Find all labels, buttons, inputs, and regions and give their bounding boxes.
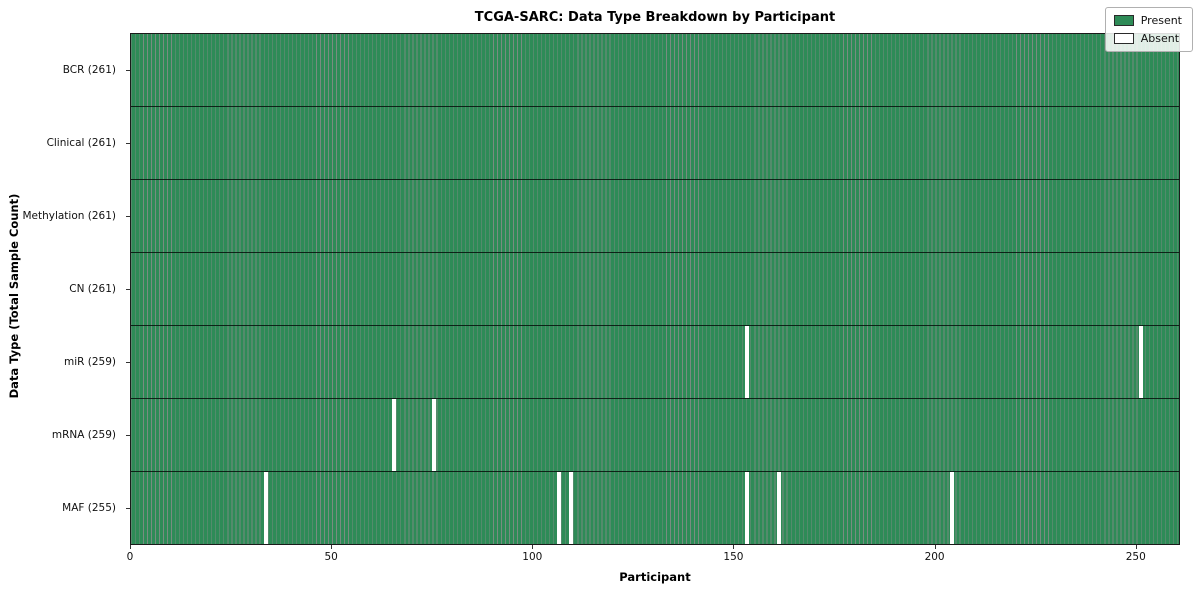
- absent-bar: [556, 472, 561, 544]
- legend-entry-present: Present: [1113, 14, 1182, 27]
- x-tick-mark: [1135, 545, 1137, 549]
- plot-area: [130, 33, 1180, 545]
- x-tick-mark: [130, 545, 131, 549]
- legend-label-absent: Absent: [1140, 32, 1180, 45]
- chart-title: TCGA-SARC: Data Type Breakdown by Partic…: [474, 10, 836, 25]
- absent-bar: [1138, 326, 1143, 398]
- absent-bar: [777, 472, 782, 544]
- absent-bar: [568, 472, 573, 544]
- x-tick-label: 250: [1125, 551, 1146, 563]
- absent-bar: [745, 472, 750, 544]
- heatmap-row-mrna: [131, 398, 1179, 471]
- heatmap-row-cn: [131, 252, 1179, 325]
- x-tick-mark: [934, 545, 936, 549]
- heatmap-row-methylation: [131, 179, 1179, 252]
- x-tick-mark: [532, 545, 534, 549]
- legend-entry-absent: Absent: [1113, 32, 1182, 45]
- x-tick-label: 100: [522, 551, 543, 563]
- y-tick-label: miR (259): [63, 356, 116, 369]
- y-tick-label: CN (261): [69, 283, 116, 295]
- y-axis-labels: BCR (261) Clinical (261) Methylation (261)…: [0, 33, 124, 545]
- absent-bar: [950, 472, 955, 544]
- y-tick-mark: [126, 215, 130, 217]
- x-tick-mark: [331, 545, 333, 549]
- present-swatch-icon: [1113, 15, 1134, 26]
- absent-bar: [745, 326, 750, 398]
- y-tick-label: mRNA (259): [51, 429, 116, 442]
- y-tick-label: Clinical (261): [46, 136, 116, 149]
- legend: Present Absent: [1104, 7, 1193, 52]
- x-axis: 0 50 100 150 200 250: [126, 545, 1180, 569]
- y-tick-mark: [126, 289, 130, 290]
- absent-bar: [432, 399, 437, 471]
- heatmap-row-bcr: [131, 34, 1179, 106]
- x-tick-label: 150: [723, 551, 744, 563]
- x-tick-label: 50: [324, 551, 338, 563]
- absent-swatch-icon: [1113, 33, 1134, 44]
- heatmap-row-clinical: [131, 106, 1179, 179]
- x-tick-label: 200: [924, 551, 945, 563]
- absent-bar: [263, 472, 268, 544]
- legend-label-present: Present: [1140, 14, 1182, 27]
- absent-bar: [391, 399, 396, 471]
- x-tick-label: 0: [126, 551, 134, 563]
- y-tick-mark: [126, 362, 130, 364]
- heatmap-row-maf: [131, 471, 1179, 544]
- x-axis-title: Participant: [619, 570, 691, 584]
- y-tick-label: Methylation (261): [22, 209, 116, 222]
- y-tick-mark: [126, 508, 130, 510]
- x-tick-mark: [733, 545, 735, 549]
- y-tick-mark: [126, 435, 130, 437]
- y-tick-mark: [126, 142, 130, 144]
- y-tick-mark: [126, 69, 130, 71]
- heatmap-row-mir: [131, 325, 1179, 398]
- y-tick-label: MAF (255): [62, 502, 116, 515]
- y-tick-label: BCR (261): [62, 63, 116, 76]
